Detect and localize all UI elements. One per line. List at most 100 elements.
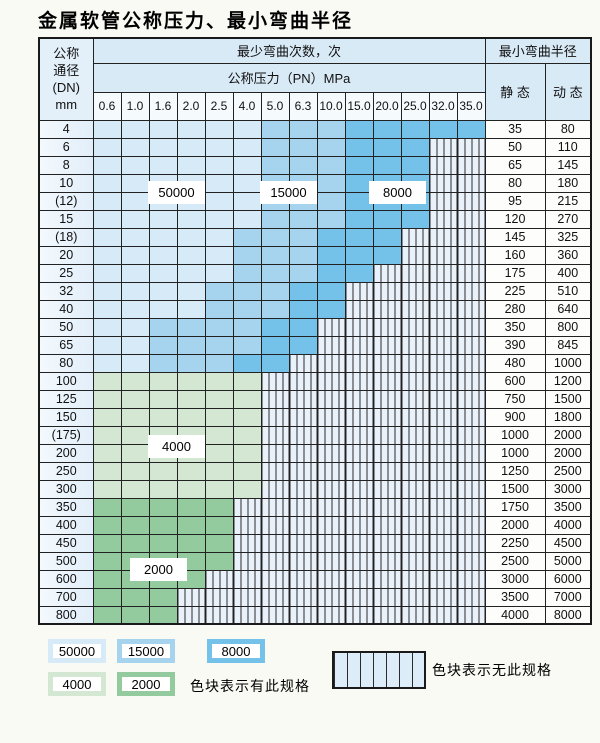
no-spec-cell: [260, 497, 290, 517]
no-spec-cell: [400, 353, 430, 373]
spec-cell-b50: [204, 119, 234, 139]
no-spec-cell: [288, 479, 318, 499]
spec-cell-b50: [204, 137, 234, 157]
no-spec-cell: [316, 479, 346, 499]
spec-cell-g2: [204, 551, 234, 571]
no-spec-cell: [232, 569, 262, 589]
table-row: (175) 1000 2000: [38, 425, 592, 445]
dn-cell: 6: [38, 137, 94, 157]
spec-cell-g4: [92, 389, 122, 409]
spec-cell-b50: [92, 137, 122, 157]
pressure-table: 公称 通径 (DN) mm 最少弯曲次数，次 最小弯曲半径 公称压力（PN）MP…: [38, 37, 593, 625]
spec-cell-g2: [204, 497, 234, 517]
spec-cell-b50: [120, 263, 150, 283]
no-spec-cell: [372, 425, 402, 445]
no-spec-cell: [428, 137, 458, 157]
dynamic-radius-cell: 1000: [544, 353, 592, 373]
static-radius-cell: 225: [484, 281, 546, 301]
spec-cell-g2: [92, 533, 122, 553]
no-spec-cell: [428, 533, 458, 553]
dynamic-radius-cell: 110: [544, 137, 592, 157]
no-spec-cell: [400, 371, 430, 391]
no-spec-cell: [316, 353, 346, 373]
no-spec-cell: [400, 515, 430, 535]
spec-cell-b50: [148, 137, 178, 157]
pressure-column-header: 1.0: [120, 91, 150, 121]
no-spec-cell: [232, 497, 262, 517]
spec-cell-b50: [120, 281, 150, 301]
spec-cell-b8: [344, 227, 374, 247]
spec-cell-g4: [176, 389, 206, 409]
static-radius-cell: 65: [484, 155, 546, 175]
no-spec-cell: [288, 353, 318, 373]
no-spec-cell: [400, 497, 430, 517]
dynamic-radius-cell: 5000: [544, 551, 592, 571]
spec-cell-b50: [120, 155, 150, 175]
header-bend-cycles: 最少弯曲次数，次: [92, 37, 486, 64]
static-radius-cell: 3000: [484, 569, 546, 589]
spec-cell-b8: [260, 335, 290, 355]
spec-cell-g4: [204, 443, 234, 463]
no-spec-cell: [428, 227, 458, 247]
spec-cell-b15: [232, 335, 262, 355]
spec-cell-g4: [92, 407, 122, 427]
static-radius-cell: 600: [484, 371, 546, 391]
header-static: 静 态: [484, 62, 546, 121]
static-radius-cell: 2000: [484, 515, 546, 535]
table-row: 350 1750 3500: [38, 497, 592, 517]
spec-cell-b15: [232, 281, 262, 301]
spec-cell-b15: [204, 335, 234, 355]
legend-has-spec-text: 色块表示有此规格: [190, 678, 310, 694]
no-spec-cell: [344, 335, 374, 355]
no-spec-cell: [428, 605, 458, 625]
dn-cell: 500: [38, 551, 94, 571]
dynamic-radius-cell: 4000: [544, 515, 592, 535]
spec-cell-g4: [148, 389, 178, 409]
no-spec-cell: [372, 371, 402, 391]
spec-cell-b8: [232, 353, 262, 373]
no-spec-cell: [456, 155, 486, 175]
no-spec-cell: [428, 371, 458, 391]
dn-cell: 125: [38, 389, 94, 409]
table-row: 4 35 80: [38, 119, 592, 139]
pressure-table-wrap: 公称 通径 (DN) mm 最少弯曲次数，次 最小弯曲半径 公称压力（PN）MP…: [38, 37, 593, 625]
static-radius-cell: 900: [484, 407, 546, 427]
spec-cell-b15: [316, 191, 346, 211]
spec-cell-b8: [400, 209, 430, 229]
no-spec-cell: [428, 443, 458, 463]
no-spec-cell: [400, 569, 430, 589]
spec-cell-g4: [92, 425, 122, 445]
dn-cell: (175): [38, 425, 94, 445]
table-row: 15 120 270: [38, 209, 592, 229]
spec-cell-g4: [232, 407, 262, 427]
no-spec-cell: [428, 551, 458, 571]
no-spec-cell: [456, 227, 486, 247]
no-spec-cell: [316, 551, 346, 571]
dynamic-radius-cell: 270: [544, 209, 592, 229]
no-spec-cell: [344, 587, 374, 607]
spec-cell-b15: [288, 263, 318, 283]
no-spec-cell: [316, 605, 346, 625]
spec-cell-g2: [204, 533, 234, 553]
no-spec-cell: [344, 605, 374, 625]
table-row: 65 390 845: [38, 335, 592, 355]
spec-cell-b15: [288, 155, 318, 175]
no-spec-cell: [232, 533, 262, 553]
spec-cell-b50: [120, 245, 150, 265]
no-spec-cell: [288, 569, 318, 589]
table-row: 25 175 400: [38, 263, 592, 283]
static-radius-cell: 2500: [484, 551, 546, 571]
static-radius-cell: 4000: [484, 605, 546, 625]
static-radius-cell: 95: [484, 191, 546, 211]
table-row: 250 1250 2500: [38, 461, 592, 481]
no-spec-cell: [260, 515, 290, 535]
spec-cell-b50: [92, 245, 122, 265]
region-label-2000: 2000: [130, 558, 187, 581]
table-row: 100 600 1200: [38, 371, 592, 391]
no-spec-cell: [176, 605, 206, 625]
table-row: 125 750 1500: [38, 389, 592, 409]
no-spec-cell: [400, 479, 430, 499]
spec-cell-g2: [176, 533, 206, 553]
no-spec-cell: [372, 551, 402, 571]
